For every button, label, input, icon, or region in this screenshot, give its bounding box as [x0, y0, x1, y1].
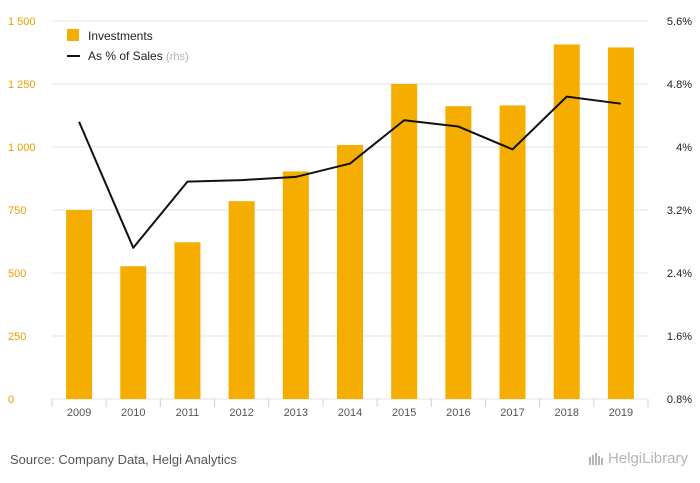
x-tick-label: 2016: [446, 407, 470, 419]
y-left-tick-label: 1 250: [8, 79, 36, 91]
y-right-tick-label: 1.6%: [667, 331, 692, 343]
x-tick-label: 2015: [392, 407, 416, 419]
x-tick-label: 2013: [284, 407, 308, 419]
y-left-tick-label: 250: [8, 331, 26, 343]
y-left-tick-label: 1 000: [8, 142, 36, 154]
legend-label-line: As % of Sales (rhs): [88, 49, 189, 63]
legend-rhs-note: (rhs): [166, 51, 189, 63]
bar-investments: [499, 105, 526, 400]
x-tick-label: 2017: [500, 407, 524, 419]
combo-chart: 0 250 500 750 1 000 1 250 1 500 0.8% 1.6% 2.4% 3.2…: [8, 16, 692, 419]
y-left-tick-label: 500: [8, 268, 26, 280]
y-left-tick-label: 750: [8, 205, 26, 217]
y-right-tick-label: 0.8%: [667, 394, 692, 406]
bar-investments: [174, 242, 201, 399]
y-right-tick-label: 5.6%: [667, 16, 692, 28]
brand-logo: HelgiLibrary: [588, 450, 688, 467]
bar-investments: [391, 84, 418, 399]
x-tick-label: 2009: [67, 407, 91, 419]
y-right-tick-label: 4.8%: [667, 79, 692, 91]
y-left-tick-label: 0: [8, 394, 14, 406]
x-tick-label: 2012: [229, 407, 253, 419]
legend-swatch-investments: [67, 29, 79, 41]
bar-investments: [553, 44, 580, 399]
brand-name: HelgiLibrary: [607, 450, 688, 467]
y-right-tick-label: 3.2%: [667, 205, 692, 217]
x-tick-label: 2014: [338, 407, 362, 419]
source-note: Source: Company Data, Helgi Analytics: [10, 452, 237, 467]
x-tick-label: 2011: [176, 407, 200, 419]
bar-investments: [607, 47, 634, 400]
legend-label-investments: Investments: [88, 29, 153, 43]
helgi-library-icon: [588, 452, 603, 465]
y-left-tick-label: 1 500: [8, 16, 36, 28]
bar-investments: [282, 171, 309, 399]
x-tick-label: 2010: [121, 407, 145, 419]
bar-investments: [445, 106, 472, 400]
x-tick-label: 2019: [609, 407, 633, 419]
bar-investments: [120, 266, 147, 399]
bar-investments: [66, 210, 93, 399]
bar-investments: [336, 144, 364, 399]
bar-investments: [228, 201, 255, 399]
line-as-pct-of-sales: [78, 95, 622, 249]
y-right-tick-label: 4%: [676, 142, 692, 154]
x-tick-label: 2018: [554, 407, 578, 419]
y-right-tick-label: 2.4%: [667, 268, 692, 280]
